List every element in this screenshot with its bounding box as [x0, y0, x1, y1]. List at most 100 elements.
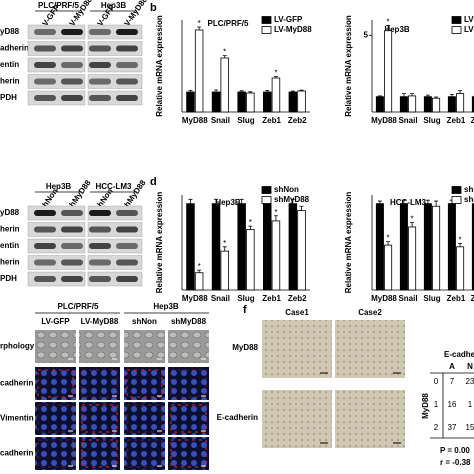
blot-band [61, 45, 83, 52]
error-bar [197, 26, 202, 30]
x-tick-label: Zeb1 [262, 294, 281, 303]
blot-band [89, 259, 111, 266]
cell-line-label: HCC-LM3 [96, 182, 133, 191]
blot-band [61, 95, 83, 101]
chart-title: Hep3B [384, 25, 410, 34]
bar [447, 96, 456, 113]
blot-band [34, 95, 56, 101]
case-label: Case1 [285, 308, 309, 317]
table-row-label: MyD88 [421, 393, 430, 419]
error-bar [425, 199, 430, 204]
bar [408, 226, 417, 291]
column-label: shMyD88 [171, 317, 207, 326]
significance-star: * [387, 234, 390, 243]
error-bar [273, 215, 278, 221]
blot-band [89, 62, 111, 68]
error-bar [410, 222, 415, 227]
column-label: shNon [132, 317, 157, 326]
error-bar [290, 90, 295, 92]
blot-strip [27, 24, 86, 40]
table-cell: 2 [434, 423, 439, 432]
bar [237, 203, 246, 291]
blot-band [61, 210, 83, 216]
legend-label: LV-MyD88 [464, 25, 474, 34]
row-label: yD88 [0, 27, 20, 36]
blot-band [34, 78, 56, 85]
row-label: MyD88 [232, 343, 258, 352]
table-cell: 16 [448, 400, 457, 409]
error-bar [248, 91, 253, 93]
x-tick-label: Zeb2 [288, 294, 307, 303]
panel-letter: b [150, 2, 157, 14]
blot-strip [87, 57, 143, 73]
error-bar [248, 225, 253, 230]
bar [423, 96, 432, 113]
blot-strip [87, 222, 143, 237]
y-axis-label: Relative mRNA expression [155, 192, 164, 294]
legend-label: shMyD88 [464, 195, 474, 204]
blot-band [61, 78, 83, 85]
micrograph [124, 402, 165, 435]
blot-strip [27, 90, 86, 106]
table-cell: 23 [466, 377, 474, 386]
table-column: N [467, 362, 473, 371]
x-tick-label: Zeb2 [471, 116, 474, 125]
column-label: LV-MyD88 [81, 317, 119, 326]
blot-strip [87, 255, 143, 270]
ihc-image [335, 390, 405, 448]
bar [246, 92, 255, 113]
micrograph [79, 330, 120, 363]
chart-title: PLC/PRF/5 [208, 19, 249, 28]
blot-band [61, 259, 83, 266]
error-bar [197, 269, 202, 273]
blot-band [89, 276, 111, 282]
blot-band [89, 210, 111, 216]
legend-label: shNon [464, 185, 474, 194]
blot-band [34, 62, 56, 68]
significance-star: * [387, 17, 390, 26]
row-label: entin [0, 241, 19, 250]
error-bar [401, 199, 406, 204]
micrograph [79, 367, 120, 400]
table-cell: 1 [468, 400, 473, 409]
micrograph [124, 437, 165, 470]
x-tick-label: Snail [398, 116, 417, 125]
bar [263, 203, 272, 291]
row-label: yD88 [0, 208, 20, 217]
bar [384, 244, 393, 291]
stain [37, 369, 74, 398]
bar [194, 29, 204, 113]
row-label: herin [0, 225, 20, 234]
blot-strip [27, 41, 86, 56]
bar [288, 203, 298, 291]
stain [126, 369, 163, 398]
table-cell: 1 [434, 400, 439, 409]
bar [375, 96, 384, 113]
error-bar [239, 198, 244, 204]
bar [456, 93, 465, 113]
blot-band [61, 226, 83, 233]
blot-band [89, 45, 111, 52]
significance-star: * [198, 262, 201, 271]
blot-band [89, 95, 111, 101]
bar [186, 203, 195, 291]
ihc-image [262, 390, 332, 448]
blot-band [89, 243, 111, 249]
blot-band [34, 276, 56, 282]
cell-line-label: Hep3B [101, 1, 127, 10]
error-bar [410, 93, 415, 96]
table-cell: 7 [450, 377, 455, 386]
legend-label: shNon [274, 185, 299, 194]
cell-line-label: Hep3B [46, 182, 72, 191]
legend-swatch [261, 16, 272, 24]
row-label: PDH [0, 274, 17, 283]
error-bar [386, 241, 391, 246]
group-label: PLC/PRF/5 [58, 302, 99, 311]
error-bar [458, 242, 463, 247]
cell-line-label: PLC/PRF/5 [38, 1, 79, 10]
blot-band [116, 29, 138, 35]
significance-star: * [274, 208, 277, 217]
bar [432, 97, 441, 113]
x-tick-label: Zeb2 [288, 116, 307, 125]
